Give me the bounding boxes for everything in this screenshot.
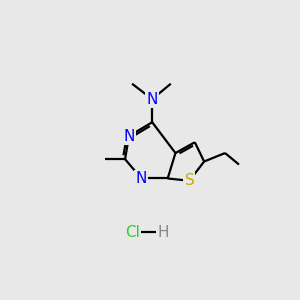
Text: N: N bbox=[136, 171, 147, 186]
Text: H: H bbox=[157, 225, 169, 240]
Text: S: S bbox=[184, 173, 194, 188]
Text: Cl: Cl bbox=[125, 225, 140, 240]
Text: N: N bbox=[146, 92, 158, 106]
Text: N: N bbox=[123, 129, 135, 144]
